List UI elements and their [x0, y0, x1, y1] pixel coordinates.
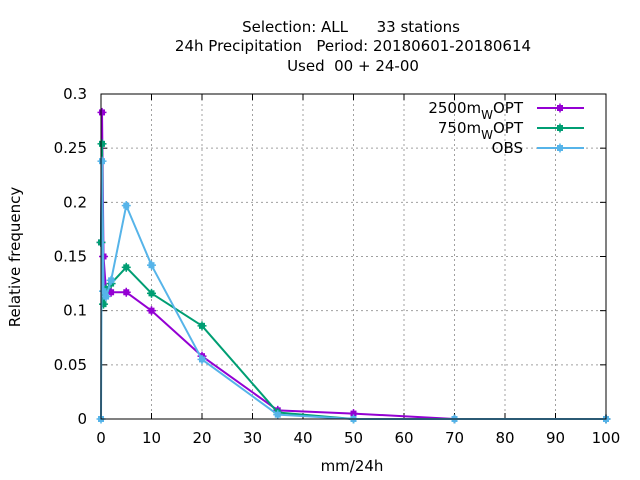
- legend-entry-obs: OBS: [492, 139, 584, 157]
- legend-entry-2500m: 2500mWOPT: [428, 99, 584, 122]
- x-tick-label: 70: [445, 429, 464, 447]
- legend-label: OBS: [492, 139, 523, 157]
- x-tick-label: 10: [142, 429, 161, 447]
- x-tick-label: 50: [344, 429, 363, 447]
- plot-frame: [100, 93, 607, 420]
- x-tick-label: 80: [495, 429, 514, 447]
- y-tick-label: 0: [77, 410, 87, 428]
- y-axis-label: Relative frequency: [6, 187, 24, 328]
- legend-label-main: 750m: [438, 119, 481, 137]
- y-tick-label: 0.15: [54, 248, 87, 266]
- legend-label-main: OBS: [492, 139, 523, 157]
- x-tick-label: 20: [192, 429, 211, 447]
- legend-label-suffix: OPT: [493, 99, 524, 117]
- title-line-3: Used 00 + 24-00: [287, 57, 419, 75]
- x-tick-label: 60: [394, 429, 413, 447]
- x-tick-label: 90: [546, 429, 565, 447]
- y-tick-label: 0.05: [54, 356, 87, 374]
- y-tick-label: 0.1: [63, 302, 87, 320]
- chart-title: Selection: ALL 33 stations 24h Precipita…: [175, 18, 531, 75]
- x-tick-label: 100: [592, 429, 621, 447]
- y-tick-label: 0.3: [63, 85, 87, 103]
- y-tick-label: 0.25: [54, 139, 87, 157]
- y-tick-label: 0.2: [63, 193, 87, 211]
- grid: [101, 94, 606, 419]
- x-tick-label: 30: [243, 429, 262, 447]
- title-line-1: Selection: ALL 33 stations: [242, 18, 460, 36]
- legend-entry-750m: 750mWOPT: [438, 119, 584, 142]
- legend-label-sub: W: [481, 128, 493, 142]
- x-axis-ticks: 0 10 20 30 40 50 60 70 80 90 100: [96, 94, 620, 447]
- x-tick-label: 0: [96, 429, 106, 447]
- x-tick-label: 40: [293, 429, 312, 447]
- y-axis-ticks: 0 0.05 0.1 0.15 0.2 0.25 0.3: [54, 85, 606, 428]
- legend-label: 750mWOPT: [438, 119, 524, 142]
- title-line-2: 24h Precipitation Period: 20180601-20180…: [175, 37, 531, 55]
- legend-label-main: 2500m: [428, 99, 481, 117]
- legend-label: 2500mWOPT: [428, 99, 524, 122]
- legend-label-sub: W: [481, 108, 493, 122]
- x-axis-label: mm/24h: [321, 457, 384, 475]
- legend-label-suffix: OPT: [493, 119, 524, 137]
